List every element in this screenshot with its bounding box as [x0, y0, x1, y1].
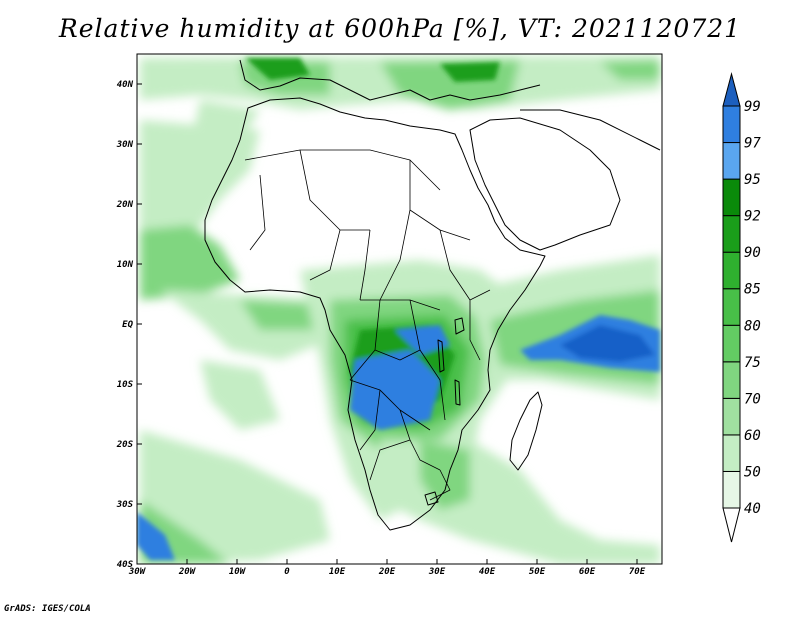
colorbar-label: 50: [744, 464, 761, 480]
lon-tick-label: 50E: [529, 567, 546, 577]
colorbar-box: [722, 434, 741, 472]
lat-tick-label: 20N: [116, 200, 134, 210]
lat-tick-label: 10S: [117, 380, 134, 390]
map-frame: [136, 53, 663, 565]
lake-malawi: [454, 379, 461, 406]
lat-tick-label: 30N: [116, 140, 134, 150]
colorbar-label: 40: [744, 501, 761, 517]
colorbar-label: 99: [744, 99, 761, 115]
lon-tick-label: 10E: [329, 567, 346, 577]
colorbar-label: 85: [744, 282, 761, 298]
internal-borders: [244, 149, 491, 501]
colorbar-label: 95: [744, 172, 761, 188]
lon-tick-label: 60E: [579, 567, 596, 577]
colorbar-box: [722, 142, 741, 180]
africa-coastline: [204, 97, 546, 531]
coastlines-and-borders: [204, 59, 661, 531]
lat-tick-label: 20S: [116, 440, 134, 450]
lon-tick-label: 10W: [229, 567, 247, 577]
lake-victoria: [454, 317, 465, 335]
colorbar-label: 80: [744, 318, 761, 334]
europe-coastline: [239, 59, 541, 101]
madagascar-coastline: [509, 391, 543, 471]
colorbar-label: 60: [744, 428, 761, 444]
lat-tick-label: 10N: [117, 260, 134, 270]
axis-ticks: 30W 20W 10W 0 10E 20E 30E 40E 50E 60E 70E 40N 30N 20N…: [116, 80, 646, 577]
colorbar-box: [722, 215, 741, 253]
lesotho-border: [424, 491, 439, 506]
colorbar-label: 70: [744, 391, 761, 407]
colorbar-box: [722, 324, 741, 363]
colorbar-box: [722, 178, 741, 217]
lon-tick-label: 30E: [428, 567, 446, 577]
colorbar-box: [722, 397, 741, 436]
lon-tick-label: 0: [284, 567, 290, 577]
colorbar: 40 50 60 70 75 80 85 90 92 95 97 99: [722, 72, 761, 543]
lon-tick-label: 70E: [629, 567, 646, 577]
colorbar-box: [722, 288, 741, 326]
lon-tick-label: 20E: [378, 567, 396, 577]
colorbar-top-arrow: [722, 72, 741, 107]
colorbar-label: 97: [744, 136, 761, 152]
arabia-coastline: [469, 117, 621, 251]
lake-tanganyika: [437, 339, 445, 373]
lon-tick-label: 20W: [178, 567, 197, 577]
persia-coastline: [520, 109, 661, 151]
map-plot-area: [137, 54, 662, 564]
lat-tick-label: 40S: [117, 560, 134, 570]
lon-tick-label: 30W: [128, 567, 147, 577]
lat-tick-label: 40N: [117, 80, 134, 90]
lat-tick-label: EQ: [122, 320, 133, 330]
colorbar-label: 75: [744, 355, 761, 371]
colorbar-label: 92: [744, 209, 761, 225]
colorbar-bottom-arrow: [722, 507, 741, 543]
colorbar-box: [722, 105, 741, 144]
colorbar-box: [722, 251, 741, 290]
colorbar-box: [722, 470, 741, 509]
colorbar-box: [722, 361, 741, 399]
lon-tick-label: 40E: [479, 567, 496, 577]
credit-text: GrADS: IGES/COLA: [4, 604, 91, 614]
map-title: Relative humidity at 600hPa [%], VT: 202…: [58, 14, 742, 43]
colorbar-label: 90: [744, 245, 761, 261]
lat-tick-label: 30S: [116, 500, 134, 510]
